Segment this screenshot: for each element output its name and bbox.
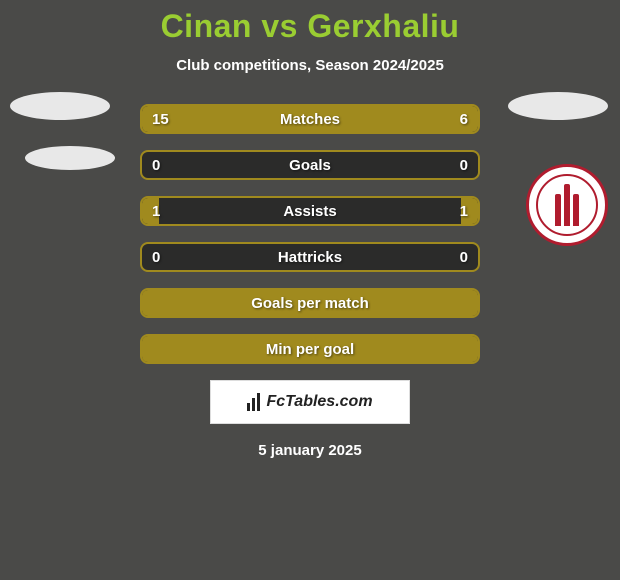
stat-bars-container: 15 Matches 6 0 Goals 0 1 Assists 1 0 Hat… bbox=[140, 104, 480, 364]
stat-label: Hattricks bbox=[278, 249, 342, 266]
brand-chart-icon bbox=[247, 393, 260, 411]
team-logo-inner bbox=[536, 174, 598, 236]
stat-right-value: 6 bbox=[460, 111, 468, 128]
brand-text: FcTables.com bbox=[266, 393, 372, 411]
stat-row-assists: 1 Assists 1 bbox=[140, 196, 480, 226]
stat-left-value: 0 bbox=[152, 157, 160, 174]
stat-row-goals-per-match: Goals per match bbox=[140, 288, 480, 318]
stat-label: Goals bbox=[289, 157, 331, 174]
stat-left-value: 15 bbox=[152, 111, 169, 128]
stats-area: 15 Matches 6 0 Goals 0 1 Assists 1 0 Hat… bbox=[0, 104, 620, 459]
page-title: Cinan vs Gerxhaliu bbox=[0, 0, 620, 45]
stat-row-goals: 0 Goals 0 bbox=[140, 150, 480, 180]
stat-left-fill bbox=[142, 106, 381, 132]
stat-label: Min per goal bbox=[266, 341, 354, 358]
team-logo-stripes bbox=[555, 184, 579, 226]
team-logo-circle bbox=[526, 164, 608, 246]
stat-label: Goals per match bbox=[251, 295, 369, 312]
left-team-ellipse-1 bbox=[10, 92, 110, 120]
left-team-ellipse-2 bbox=[25, 146, 115, 170]
right-team-ellipse bbox=[508, 92, 608, 120]
date-label: 5 january 2025 bbox=[0, 442, 620, 459]
stat-label: Assists bbox=[283, 203, 336, 220]
brand-badge[interactable]: FcTables.com bbox=[210, 380, 410, 424]
stat-left-value: 0 bbox=[152, 249, 160, 266]
stat-row-min-per-goal: Min per goal bbox=[140, 334, 480, 364]
stat-row-matches: 15 Matches 6 bbox=[140, 104, 480, 134]
stat-right-value: 0 bbox=[460, 249, 468, 266]
left-team-shapes bbox=[10, 92, 115, 196]
page-subtitle: Club competitions, Season 2024/2025 bbox=[0, 57, 620, 74]
stat-left-value: 1 bbox=[152, 203, 160, 220]
right-team-logo bbox=[526, 164, 608, 246]
stat-row-hattricks: 0 Hattricks 0 bbox=[140, 242, 480, 272]
stat-label: Matches bbox=[280, 111, 340, 128]
stat-right-value: 0 bbox=[460, 157, 468, 174]
stat-right-value: 1 bbox=[460, 203, 468, 220]
